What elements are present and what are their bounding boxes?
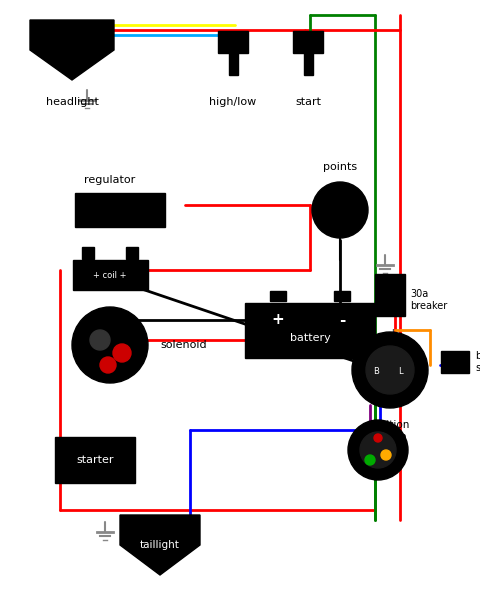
Text: points: points: [323, 162, 357, 172]
Bar: [72, 260, 147, 290]
Text: + coil +: + coil +: [93, 271, 127, 280]
Bar: [303, 53, 312, 75]
Text: taillight: taillight: [140, 540, 180, 550]
Circle shape: [72, 307, 148, 383]
Text: battery: battery: [289, 333, 330, 343]
Text: starter: starter: [76, 455, 114, 465]
Text: +: +: [272, 313, 284, 328]
Bar: [293, 31, 323, 53]
Bar: [55, 437, 135, 483]
Bar: [375, 274, 405, 316]
Text: regulator: regulator: [84, 175, 136, 185]
Circle shape: [374, 434, 382, 442]
Polygon shape: [120, 515, 200, 575]
Circle shape: [360, 432, 396, 468]
Text: start: start: [295, 97, 321, 107]
Bar: [75, 193, 165, 227]
Circle shape: [366, 346, 414, 394]
Text: headlight: headlight: [46, 97, 98, 107]
Text: solenoid: solenoid: [160, 340, 206, 350]
Bar: [82, 247, 94, 259]
Bar: [270, 291, 286, 301]
Text: -: -: [339, 313, 345, 328]
Bar: [228, 53, 238, 75]
Bar: [334, 291, 350, 301]
Circle shape: [113, 344, 131, 362]
Text: B: B: [373, 367, 379, 377]
Text: 30a
breaker: 30a breaker: [410, 289, 447, 311]
Circle shape: [90, 330, 110, 350]
Text: brake
switch: brake switch: [475, 351, 480, 373]
Bar: [218, 31, 248, 53]
Circle shape: [365, 455, 375, 465]
Bar: [245, 302, 375, 358]
Bar: [441, 351, 469, 373]
Text: high/low: high/low: [209, 97, 257, 107]
Text: ignition
Switch: ignition Switch: [370, 420, 410, 442]
Polygon shape: [30, 20, 114, 80]
Text: I: I: [391, 329, 393, 338]
Circle shape: [348, 420, 408, 480]
Text: L: L: [398, 367, 402, 377]
Circle shape: [381, 450, 391, 460]
Bar: [126, 247, 138, 259]
Circle shape: [100, 357, 116, 373]
Circle shape: [312, 182, 368, 238]
Circle shape: [352, 332, 428, 408]
